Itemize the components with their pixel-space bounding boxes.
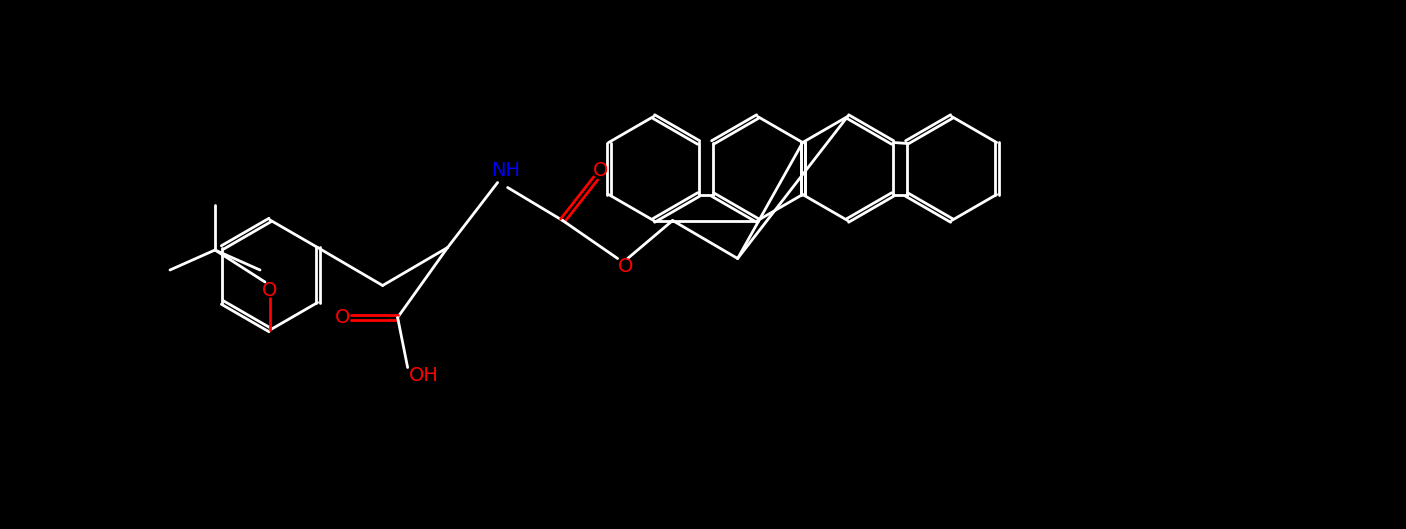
Text: O: O <box>335 308 350 327</box>
Text: O: O <box>263 280 278 299</box>
Text: NH: NH <box>491 161 520 180</box>
Text: O: O <box>593 161 609 180</box>
Text: O: O <box>619 257 633 276</box>
Text: OH: OH <box>409 366 439 385</box>
